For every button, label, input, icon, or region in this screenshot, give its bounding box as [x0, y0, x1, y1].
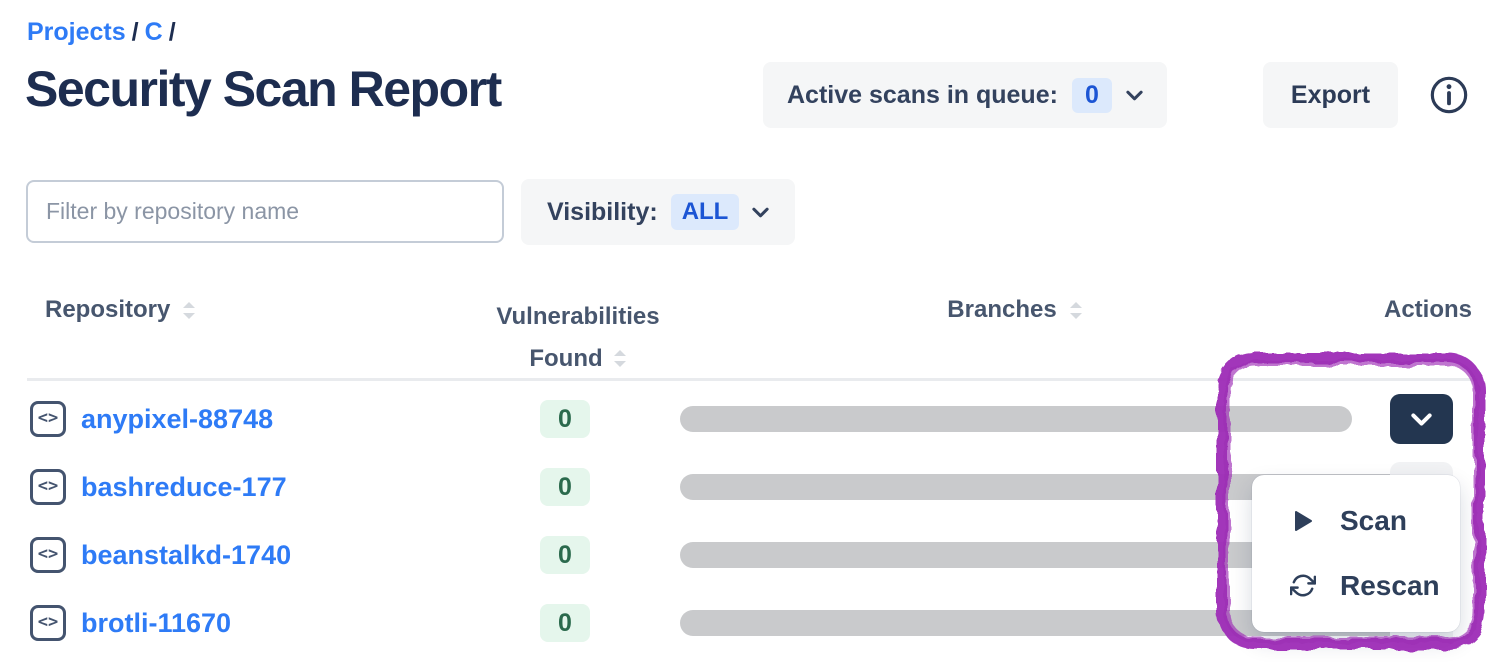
chevron-down-icon	[752, 207, 769, 218]
breadcrumb-separator: /	[168, 18, 176, 46]
menu-item-rescan[interactable]: Rescan	[1252, 556, 1460, 616]
vulnerabilities-count-badge: 0	[540, 536, 590, 574]
menu-item-scan[interactable]: Scan	[1252, 491, 1460, 551]
table-row: <> anypixel-88748 0	[0, 385, 1496, 453]
vulnerabilities-count-badge: 0	[540, 468, 590, 506]
breadcrumb-link-projects[interactable]: Projects	[27, 18, 126, 46]
breadcrumb-separator: /	[131, 18, 139, 46]
sort-icon[interactable]	[182, 301, 196, 320]
code-repository-icon: <>	[30, 537, 66, 573]
column-header-actions: Actions	[1384, 296, 1472, 324]
active-scans-dropdown[interactable]: Active scans in queue: 0	[763, 62, 1167, 128]
column-header-label: Vulnerabilities Found	[496, 303, 660, 372]
row-actions-button[interactable]	[1390, 394, 1453, 444]
export-button[interactable]: Export	[1263, 62, 1398, 128]
branches-bar	[680, 406, 1352, 432]
repository-link[interactable]: brotli-11670	[81, 607, 232, 638]
breadcrumb-link-project-c[interactable]: C	[144, 18, 163, 46]
breadcrumb: Projects / C /	[27, 18, 182, 47]
code-repository-icon: <>	[30, 401, 66, 437]
active-scans-label: Active scans in queue:	[787, 80, 1058, 109]
sort-icon[interactable]	[1069, 301, 1083, 320]
column-header-label: Repository	[45, 296, 171, 323]
vulnerabilities-count-badge: 0	[540, 604, 590, 642]
info-icon[interactable]	[1429, 75, 1469, 115]
repository-filter-input[interactable]	[26, 180, 504, 243]
column-header-label: Actions	[1383, 296, 1472, 323]
column-header-branches[interactable]: Branches	[915, 296, 1115, 324]
table-header-divider	[27, 378, 1478, 381]
chevron-down-icon	[1126, 90, 1143, 101]
repository-link[interactable]: beanstalkd-1740	[81, 539, 292, 570]
code-repository-icon: <>	[30, 469, 66, 505]
code-repository-icon: <>	[30, 605, 66, 641]
rescan-icon	[1290, 572, 1316, 599]
sort-icon[interactable]	[613, 349, 627, 368]
repository-link[interactable]: bashreduce-177	[81, 471, 287, 502]
column-header-repository[interactable]: Repository	[45, 296, 196, 324]
visibility-dropdown[interactable]: Visibility: ALL	[521, 179, 796, 245]
active-scans-count-badge: 0	[1071, 77, 1112, 113]
menu-item-label: Rescan	[1340, 569, 1440, 601]
repository-link[interactable]: anypixel-88748	[81, 403, 274, 434]
visibility-label: Visibility:	[547, 197, 658, 226]
column-header-label: Branches	[947, 296, 1057, 323]
vulnerabilities-count-badge: 0	[540, 400, 590, 438]
visibility-value-badge: ALL	[670, 194, 740, 230]
actions-dropdown-menu: Scan Rescan	[1252, 475, 1460, 632]
column-header-vulnerabilities[interactable]: Vulnerabilities Found	[458, 296, 698, 380]
menu-item-label: Scan	[1340, 505, 1407, 537]
play-icon	[1290, 510, 1316, 532]
page-title: Security Scan Report	[25, 61, 502, 117]
